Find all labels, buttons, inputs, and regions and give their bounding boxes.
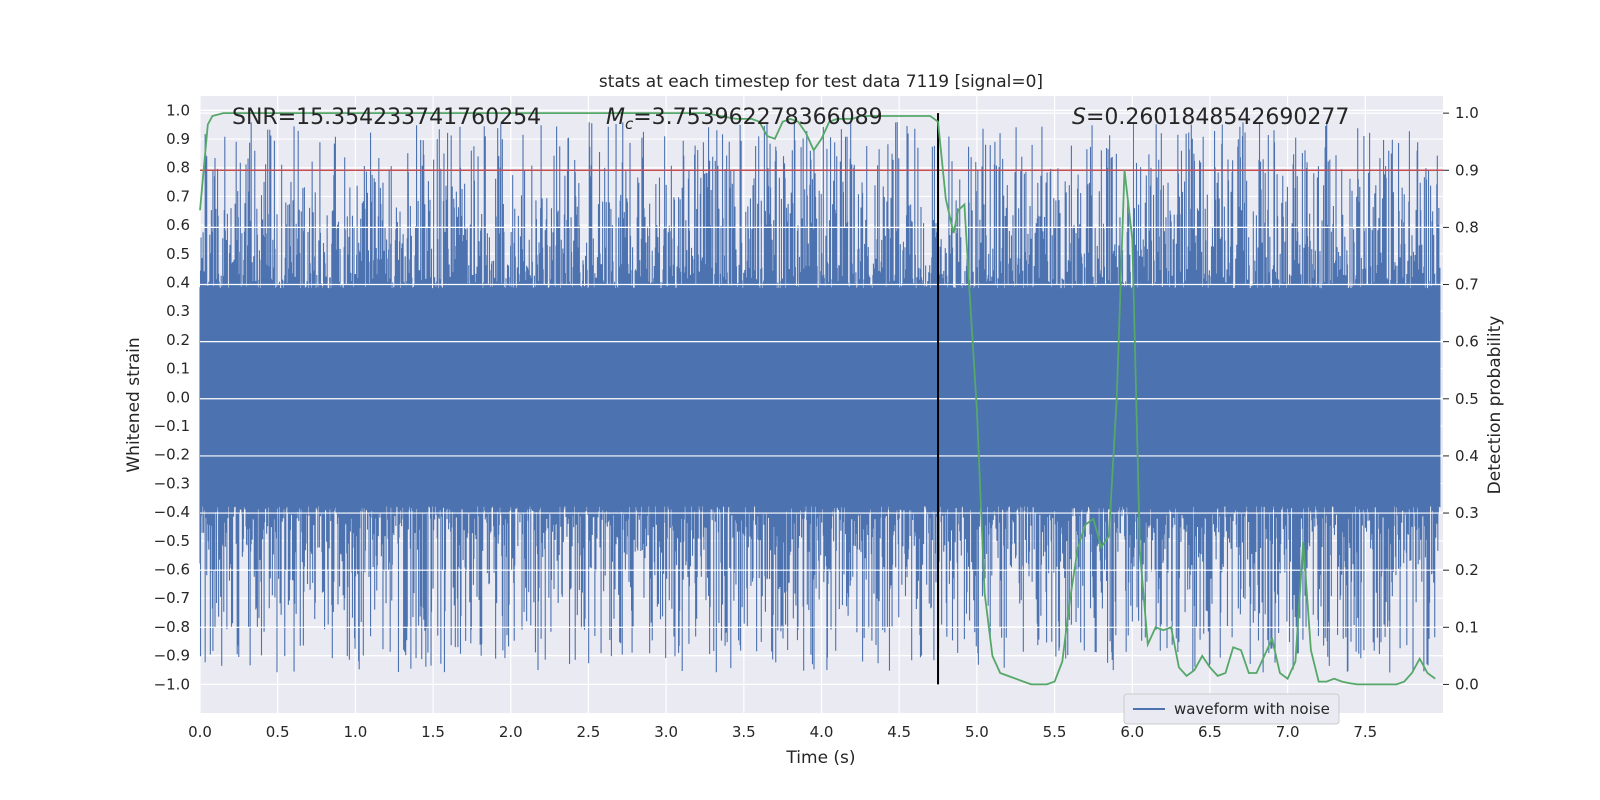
legend-box [1123,693,1340,725]
x-tick-label: 4.0 [810,723,834,741]
y-right-tick-label: 0.3 [1455,504,1479,522]
y-right-tick-label: 0.1 [1455,618,1479,636]
y-left-tick-label: 0.0 [166,388,190,406]
chart-title: stats at each timestep for test data 711… [599,72,1043,92]
snr-annotation: SNR=15.354233741760254 [232,105,541,130]
detection-probability-line [199,112,1436,686]
y-right-tick-label: 1.0 [1455,104,1479,122]
x-tick-label: 6.0 [1120,723,1144,741]
y-left-tick-label: −0.7 [154,589,190,607]
score-value: =0.2601848542690277 [1086,105,1349,130]
y-right-axis-label: Detection probability [1485,316,1505,495]
chirp-mass-symbol: M [606,105,625,130]
y-left-tick-label: −1.0 [154,675,190,693]
y-right-tick-label: 0.5 [1455,390,1479,408]
x-axis-label: Time (s) [785,748,855,768]
y-left-tick-label: 0.1 [166,360,190,378]
y-left-tick-label: −0.5 [154,532,190,550]
y-right-tick-label: 0.2 [1455,561,1479,579]
x-tick-label: 3.0 [654,723,678,741]
x-tick-label: 6.5 [1198,723,1222,741]
y-left-tick-label: 0.5 [166,245,190,263]
chirp-mass-subscript: c [625,115,634,133]
y-right-tick-label: 0.6 [1455,333,1479,351]
y-left-tick-label: 0.8 [166,159,190,177]
y-left-tick-label: −0.4 [154,503,190,521]
y-left-tick-label: −0.2 [154,446,190,464]
score-annotation: S=0.2601848542690277 [1072,105,1349,130]
y-left-tick-label: 0.2 [166,331,190,349]
y-right-tick-label: 0.8 [1455,218,1479,236]
y-left-tick-label: 0.6 [166,216,190,234]
waveform-core-band [200,288,1440,507]
legend: waveform with noise [1123,693,1340,725]
y-left-tick-label: −0.8 [154,618,190,636]
y-right-tick-label: 0.7 [1455,276,1479,294]
chirp-mass-annotation: Mc=3.753962278366089 [606,105,883,133]
x-tick-label: 0.0 [188,723,212,741]
waveform-with-noise [199,122,1441,673]
x-tick-label: 4.5 [887,723,911,741]
x-tick-label: 2.5 [577,723,601,741]
x-tick-label: 0.5 [266,723,290,741]
y-left-tick-label: 0.9 [166,130,190,148]
score-symbol: S [1072,105,1086,130]
y-left-tick-label: 0.3 [166,302,190,320]
y-left-tick-label: −0.9 [154,647,190,665]
y-left-tick-label: 1.0 [166,101,190,119]
x-tick-label: 7.5 [1353,723,1377,741]
y-right-axis-ticks: 1.0 0.9 0.8 0.7 0.6 0.5 0.4 0.3 0.2 0.1 0.0 [1443,104,1479,693]
x-tick-label: 5.0 [965,723,989,741]
chirp-mass-value: =3.753962278366089 [633,105,882,130]
x-tick-label: 3.5 [732,723,756,741]
y-left-tick-label: −0.3 [154,474,190,492]
x-tick-label: 5.5 [1043,723,1067,741]
y-right-tick-label: 0.4 [1455,447,1479,465]
x-tick-label: 1.0 [343,723,367,741]
y-left-axis-ticks: 1.0 0.9 0.8 0.7 0.6 0.5 0.4 0.3 0.2 0.1 0.0 −0.1 −0.… [154,101,190,693]
y-left-tick-label: 0.7 [166,187,190,205]
x-tick-label: 7.0 [1276,723,1300,741]
legend-label: waveform with noise [1174,700,1330,718]
y-left-tick-label: −0.6 [154,561,190,579]
x-tick-label: 2.0 [499,723,523,741]
y-left-axis-label: Whitened strain [124,337,144,472]
y-right-tick-label: 0.9 [1455,161,1479,179]
y-left-tick-label: 0.4 [166,274,190,292]
x-axis-ticks: 0.0 0.5 1.0 1.5 2.0 2.5 3.0 3.5 4.0 4.5 5.0 5.5 6.0 6… [188,723,1377,741]
y-right-tick-label: 0.0 [1455,675,1479,693]
y-left-tick-label: −0.1 [154,417,190,435]
x-tick-label: 1.5 [421,723,445,741]
